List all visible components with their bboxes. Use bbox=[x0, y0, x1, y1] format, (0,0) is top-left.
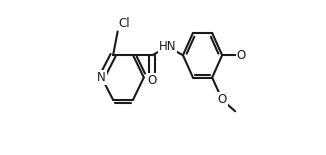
Text: O: O bbox=[148, 74, 157, 87]
Text: N: N bbox=[97, 71, 106, 84]
Text: HN: HN bbox=[159, 40, 176, 53]
Text: Cl: Cl bbox=[118, 17, 130, 30]
Text: O: O bbox=[217, 93, 227, 106]
Text: O: O bbox=[237, 49, 246, 62]
